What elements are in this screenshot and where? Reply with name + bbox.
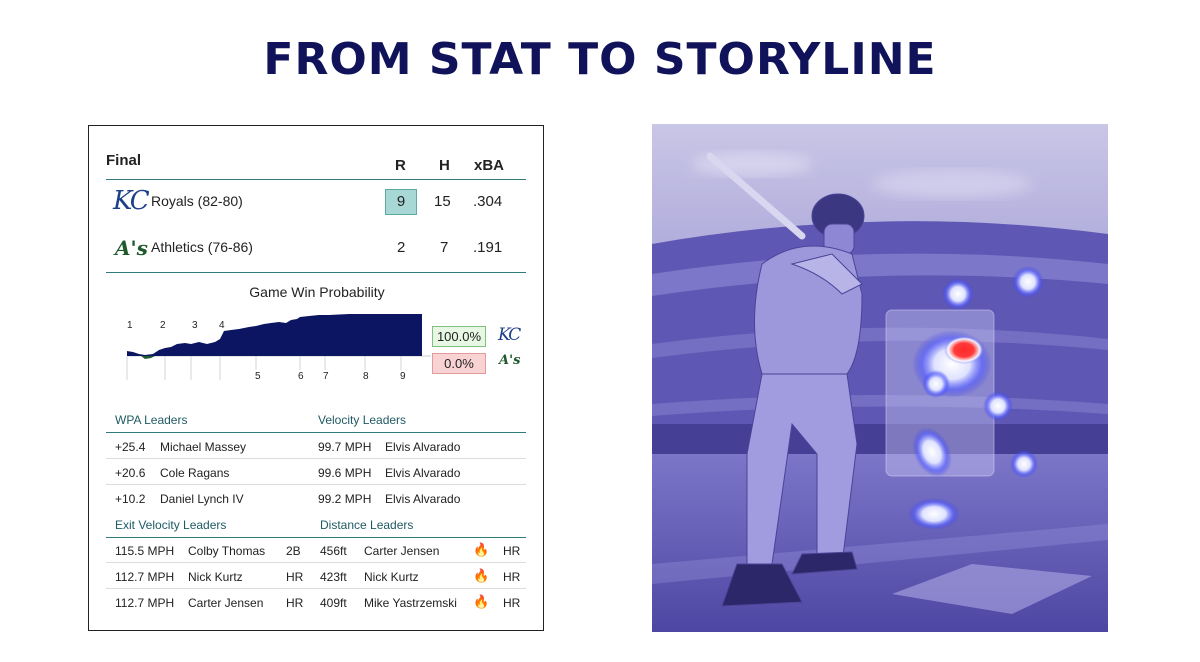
home-plate-area [892,564,1092,614]
exit-velocity-value: 115.5 MPH [115,544,175,558]
royals-runs-highlight: 9 [385,189,417,215]
row-divider [106,484,526,485]
game-status: Final [106,152,142,169]
royals-runs: 9 [396,193,406,210]
athletics-dip [141,356,155,359]
pitch-location [942,278,974,310]
win-probability-area [127,314,422,356]
exit-velocity-result: HR [286,596,304,610]
velocity-player: Elvis Alvarado [385,466,461,480]
wpa-value: +25.4 [115,440,146,454]
fire-icon: 🔥 [473,568,490,583]
wpa-player: Cole Ragans [160,466,230,480]
pitch-location [908,498,960,530]
distance-leaders-title: Distance Leaders [320,518,414,532]
inning-label: 5 [255,371,261,382]
pitch-heatmap [908,266,1044,530]
pitch-hotspot [944,336,984,364]
athletics-team-name: Athletics (76-86) [151,239,253,255]
inning-label: 1 [127,320,133,331]
velocity-player: Elvis Alvarado [385,492,461,506]
inning-label: 7 [323,371,329,382]
leaders-divider [106,432,526,433]
fire-icon: 🔥 [473,542,490,557]
velocity-value: 99.7 MPH [318,440,372,454]
inning-label: 2 [160,320,166,331]
pitch-location [922,370,950,398]
fire-icon: 🔥 [473,594,490,609]
athletics-logo-icon: A's [499,353,521,368]
game-summary-card: Final R H xBA KC Royals (82-80) 9 15 .30… [88,125,544,631]
exit-velocity-player: Colby Thomas [188,544,266,558]
exit-velocity-result: HR [286,570,304,584]
wpa-leaders-title: WPA Leaders [115,413,188,427]
distance-result: HR [503,544,521,558]
header-divider [106,179,526,180]
win-probability-title: Game Win Probability [249,284,385,300]
inning-label: 3 [192,320,198,331]
score-divider [106,272,526,273]
row-divider [106,458,526,459]
velocity-leaders-title: Velocity Leaders [318,413,407,427]
inning-label: 4 [219,320,225,331]
distance-result: HR [503,570,521,584]
xba-header: xBA [474,157,505,174]
pitch-location [912,427,952,477]
distance-result: HR [503,596,521,610]
batter-heatmap-image [652,124,1108,632]
royals-win-pct: 100.0% [432,326,486,347]
pitch-location [983,391,1013,421]
wpa-value: +10.2 [115,492,146,506]
distance-player: Nick Kurtz [364,570,419,584]
royals-xba: .304 [473,193,503,210]
athletics-runs: 2 [397,239,406,256]
inning-label: 8 [363,371,369,382]
royals-logo-icon: KC [113,186,150,216]
headline: FROM STAT TO STORYLINE [263,34,937,85]
row-divider [106,588,526,589]
distance-player: Mike Yastrzemski [364,596,457,610]
exit-velocity-value: 112.7 MPH [115,596,175,610]
royals-team-name: Royals (82-80) [151,193,243,209]
velocity-player: Elvis Alvarado [385,440,461,454]
wpa-value: +20.6 [115,466,146,480]
athletics-xba: .191 [473,239,503,256]
distance-value: 409ft [320,596,347,610]
athletics-hits: 7 [440,239,449,256]
athletics-win-pct: 0.0% [432,353,486,374]
velocity-value: 99.2 MPH [318,492,372,506]
win-probability-chart [126,314,431,380]
row-divider [106,562,526,563]
pitch-location [1010,450,1038,478]
exit-velocity-result: 2B [286,544,301,558]
exit-velocity-player: Carter Jensen [188,596,264,610]
runs-header: R [395,157,406,174]
exit-velocity-leaders-title: Exit Velocity Leaders [115,518,227,532]
royals-hits: 15 [434,193,451,210]
hits-header: H [439,157,450,174]
royals-logo-icon: KC [498,325,521,345]
leaders-divider [106,537,526,538]
distance-value: 423ft [320,570,347,584]
exit-velocity-player: Nick Kurtz [188,570,243,584]
velocity-value: 99.6 MPH [318,466,372,480]
inning-label: 6 [298,371,304,382]
pitch-location [1012,266,1044,298]
exit-velocity-value: 112.7 MPH [115,570,175,584]
inning-label: 9 [400,371,406,382]
athletics-logo-icon: A's [115,236,148,260]
wpa-player: Daniel Lynch IV [160,492,244,506]
distance-player: Carter Jensen [364,544,440,558]
wpa-player: Michael Massey [160,440,247,454]
batter-figure [706,152,865,607]
distance-value: 456ft [320,544,347,558]
